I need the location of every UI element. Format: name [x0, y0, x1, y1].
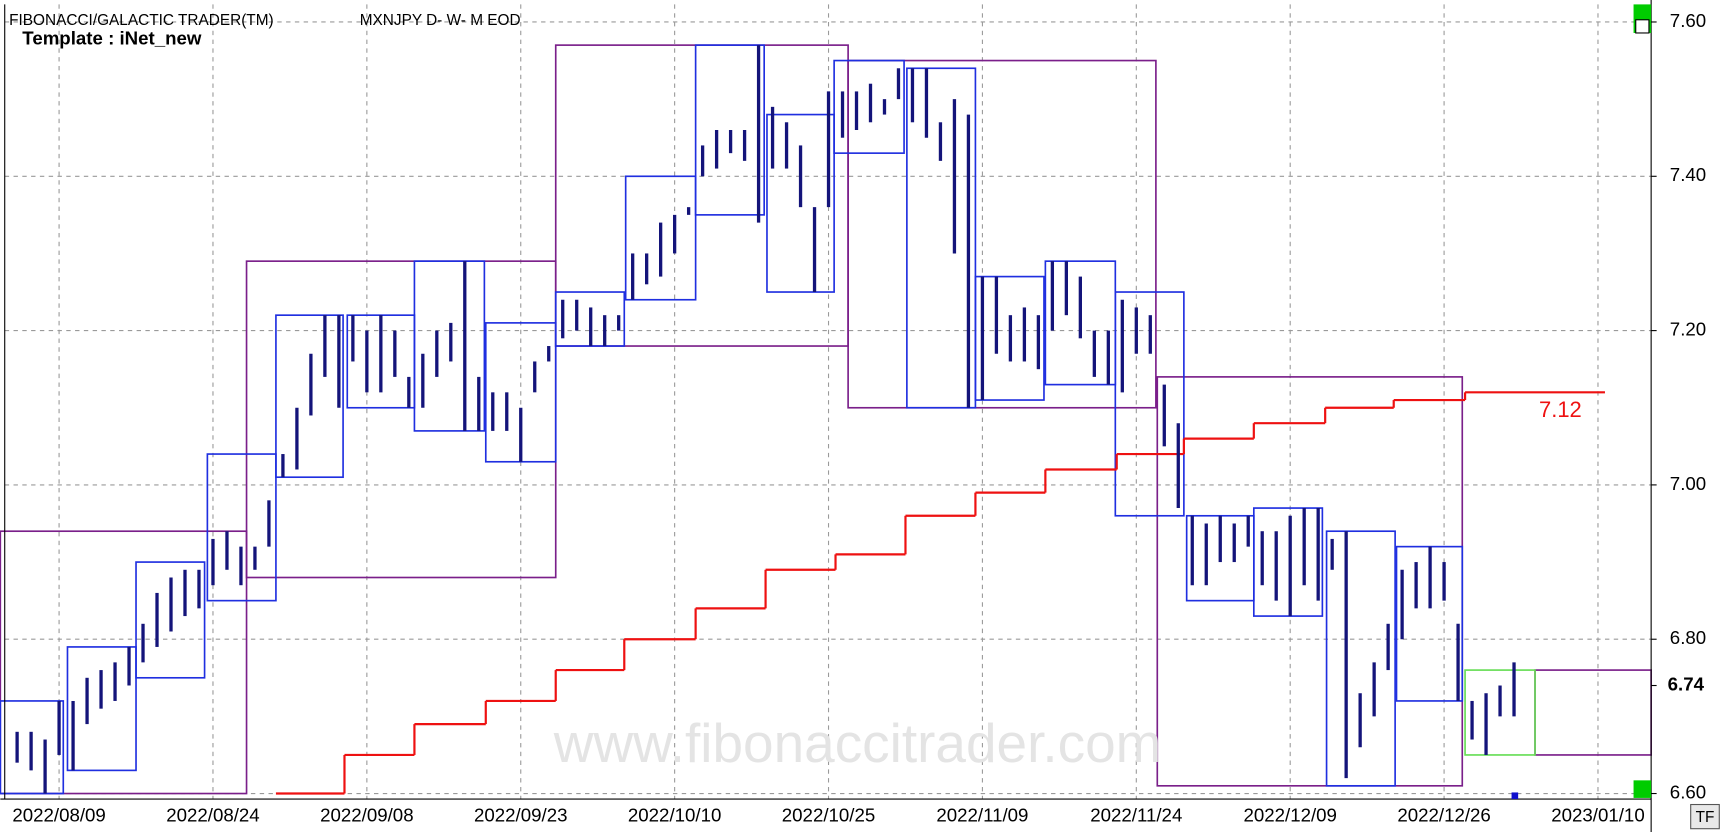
weekly-box [0, 700, 65, 795]
weekly-box [1395, 545, 1464, 702]
y-tick-label: 6.60 [1670, 781, 1706, 802]
monthly-box [0, 530, 248, 795]
x-tick-label: 2022/10/25 [782, 805, 875, 826]
subtitle: MXNJPY D- W- M EOD [360, 12, 521, 29]
x-tick-label: 2022/08/09 [12, 805, 105, 826]
weekly-box [766, 113, 835, 293]
x-tick-label: 2022/10/10 [628, 805, 721, 826]
x-tick-label: 2022/09/23 [474, 805, 567, 826]
weekly-box [694, 44, 765, 216]
title: FIBONACCI/GALACTIC TRADER(TM) [9, 12, 274, 29]
y-tick-label: 7.40 [1670, 164, 1706, 185]
step-label: 7.12 [1539, 397, 1582, 422]
weekly-box [275, 314, 344, 479]
y-tick-label: 7.00 [1670, 473, 1706, 494]
weekly-box [833, 59, 905, 154]
last-price-label: 6.74 [1668, 673, 1705, 694]
weekly-box [974, 275, 1045, 401]
template-label: Template : iNet_new [22, 28, 202, 49]
tf-button[interactable]: TF [1690, 803, 1720, 830]
y-tick-label: 6.80 [1670, 627, 1706, 648]
weekly-box [1114, 291, 1185, 517]
y-tick-label: 7.60 [1670, 10, 1706, 31]
x-tick-label: 2022/11/09 [936, 805, 1028, 826]
x-tick-label: 2022/11/24 [1090, 805, 1182, 826]
weekly-box [66, 646, 137, 772]
weekly-box [1464, 669, 1536, 756]
weekly-box [1325, 530, 1396, 787]
weekly-box [206, 453, 277, 602]
weekly-box [135, 561, 206, 679]
monthly-box [847, 59, 1157, 409]
weekly-box [906, 67, 977, 409]
y-tick-label: 7.20 [1670, 319, 1706, 340]
weekly-box [413, 260, 486, 432]
x-tick-label: 2022/08/24 [166, 805, 259, 826]
x-tick-label: 2022/12/09 [1243, 805, 1336, 826]
weekly-box [1252, 507, 1324, 617]
button-frame[interactable] [1690, 803, 1720, 830]
button-label[interactable]: TF [1696, 809, 1715, 826]
plot-area: 7.12 [0, 4, 1652, 800]
x-tick-label: 2023/01/10 [1551, 805, 1644, 826]
weekly-box [624, 175, 697, 301]
x-tick-label: 2022/12/26 [1397, 805, 1490, 826]
window-icon[interactable] [1635, 19, 1650, 34]
watermark: www.fibonaccitrader.com [553, 712, 1162, 774]
scroll-marker [1633, 780, 1652, 798]
time-marker [1511, 792, 1519, 800]
x-tick-label: 2022/09/08 [320, 805, 413, 826]
weekly-box [554, 291, 626, 347]
